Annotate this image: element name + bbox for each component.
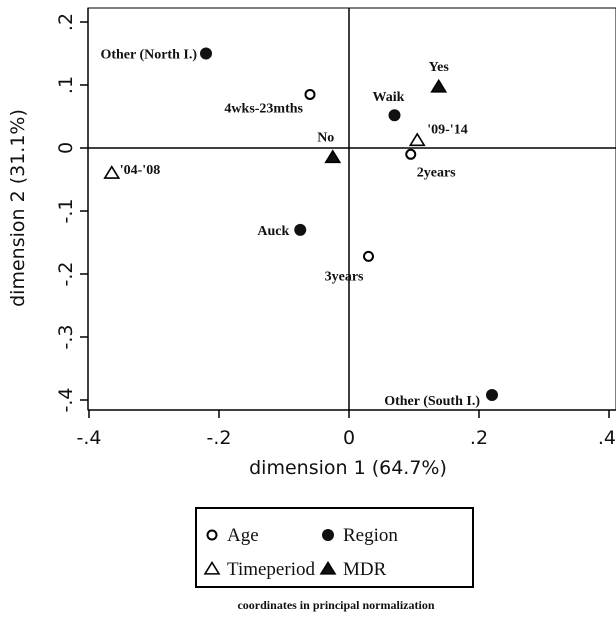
x-tick-label: .4 xyxy=(598,427,616,449)
y-tick-label: -.3 xyxy=(55,325,77,350)
point-label: '09-'14 xyxy=(427,122,467,137)
legend-label: Region xyxy=(343,525,398,546)
point-mdr xyxy=(324,149,342,164)
legend-marker-region xyxy=(322,529,334,541)
normalization-note: coordinates in principal normalization xyxy=(237,598,434,612)
y-tick-label: 0 xyxy=(55,142,77,154)
point-label: Auck xyxy=(257,224,289,239)
point-region xyxy=(486,388,498,401)
legend-items: Age Region Timeperiod MDR xyxy=(203,525,398,580)
point-label: Other (North I.) xyxy=(100,48,197,63)
point-label: Other (South I.) xyxy=(384,394,480,409)
x-axis-title: dimension 1 (64.7%) xyxy=(249,457,447,479)
point-label: 3years xyxy=(325,269,364,284)
legend-marker-age xyxy=(206,529,218,541)
point-age xyxy=(304,88,316,100)
point-timeperiod xyxy=(103,165,121,179)
y-tick-label: -.2 xyxy=(55,262,77,287)
point-region xyxy=(388,109,401,122)
y-tick-label: -.4 xyxy=(55,388,77,413)
legend-marker-mdr xyxy=(319,560,337,575)
series-region: Other (North I.) Waik Auck Other (South I.) xyxy=(100,47,498,409)
x-tick-label: -.4 xyxy=(77,427,102,449)
series-mdr: No Yes xyxy=(317,60,450,164)
series-timeperiod: '04-'08 '09-'14 xyxy=(103,122,468,179)
legend-label: Age xyxy=(227,525,259,546)
y-tick-label: -.1 xyxy=(55,199,77,224)
legend-label: Timeperiod xyxy=(227,559,315,580)
point-label: 4wks-23mths xyxy=(224,101,303,116)
point-mdr xyxy=(430,78,448,93)
y-axis-title: dimension 2 (31.1%) xyxy=(7,109,29,307)
point-label: 2years xyxy=(417,165,456,180)
x-tick-label: 0 xyxy=(343,427,355,449)
point-age xyxy=(405,148,417,160)
legend-marker-timeperiod xyxy=(203,560,221,575)
y-axis-ticks: .2 .1 0 -.1 -.2 -.3 -.4 xyxy=(55,13,88,413)
legend: Age Region Timeperiod MDR xyxy=(195,507,474,588)
point-region xyxy=(200,47,212,60)
point-label: Waik xyxy=(373,90,405,105)
point-timeperiod xyxy=(408,132,426,147)
plot-frame xyxy=(87,7,616,411)
point-region xyxy=(294,223,307,236)
x-tick-label: -.2 xyxy=(207,427,232,449)
x-axis-ticks: -.4 -.2 0 .2 .4 xyxy=(77,410,616,449)
point-label: '04-'08 xyxy=(120,163,160,178)
x-tick-label: .2 xyxy=(470,427,488,449)
data-points: 4wks-23mths 2years 3years Other (North I.) W… xyxy=(100,47,498,409)
y-tick-label: .1 xyxy=(55,76,77,94)
reference-lines xyxy=(88,8,616,410)
series-age: 4wks-23mths 2years 3years xyxy=(224,88,456,284)
legend-label: MDR xyxy=(343,559,387,580)
point-label: Yes xyxy=(429,60,450,75)
point-age xyxy=(363,250,374,262)
point-label: No xyxy=(317,130,334,145)
y-tick-label: .2 xyxy=(55,13,77,31)
